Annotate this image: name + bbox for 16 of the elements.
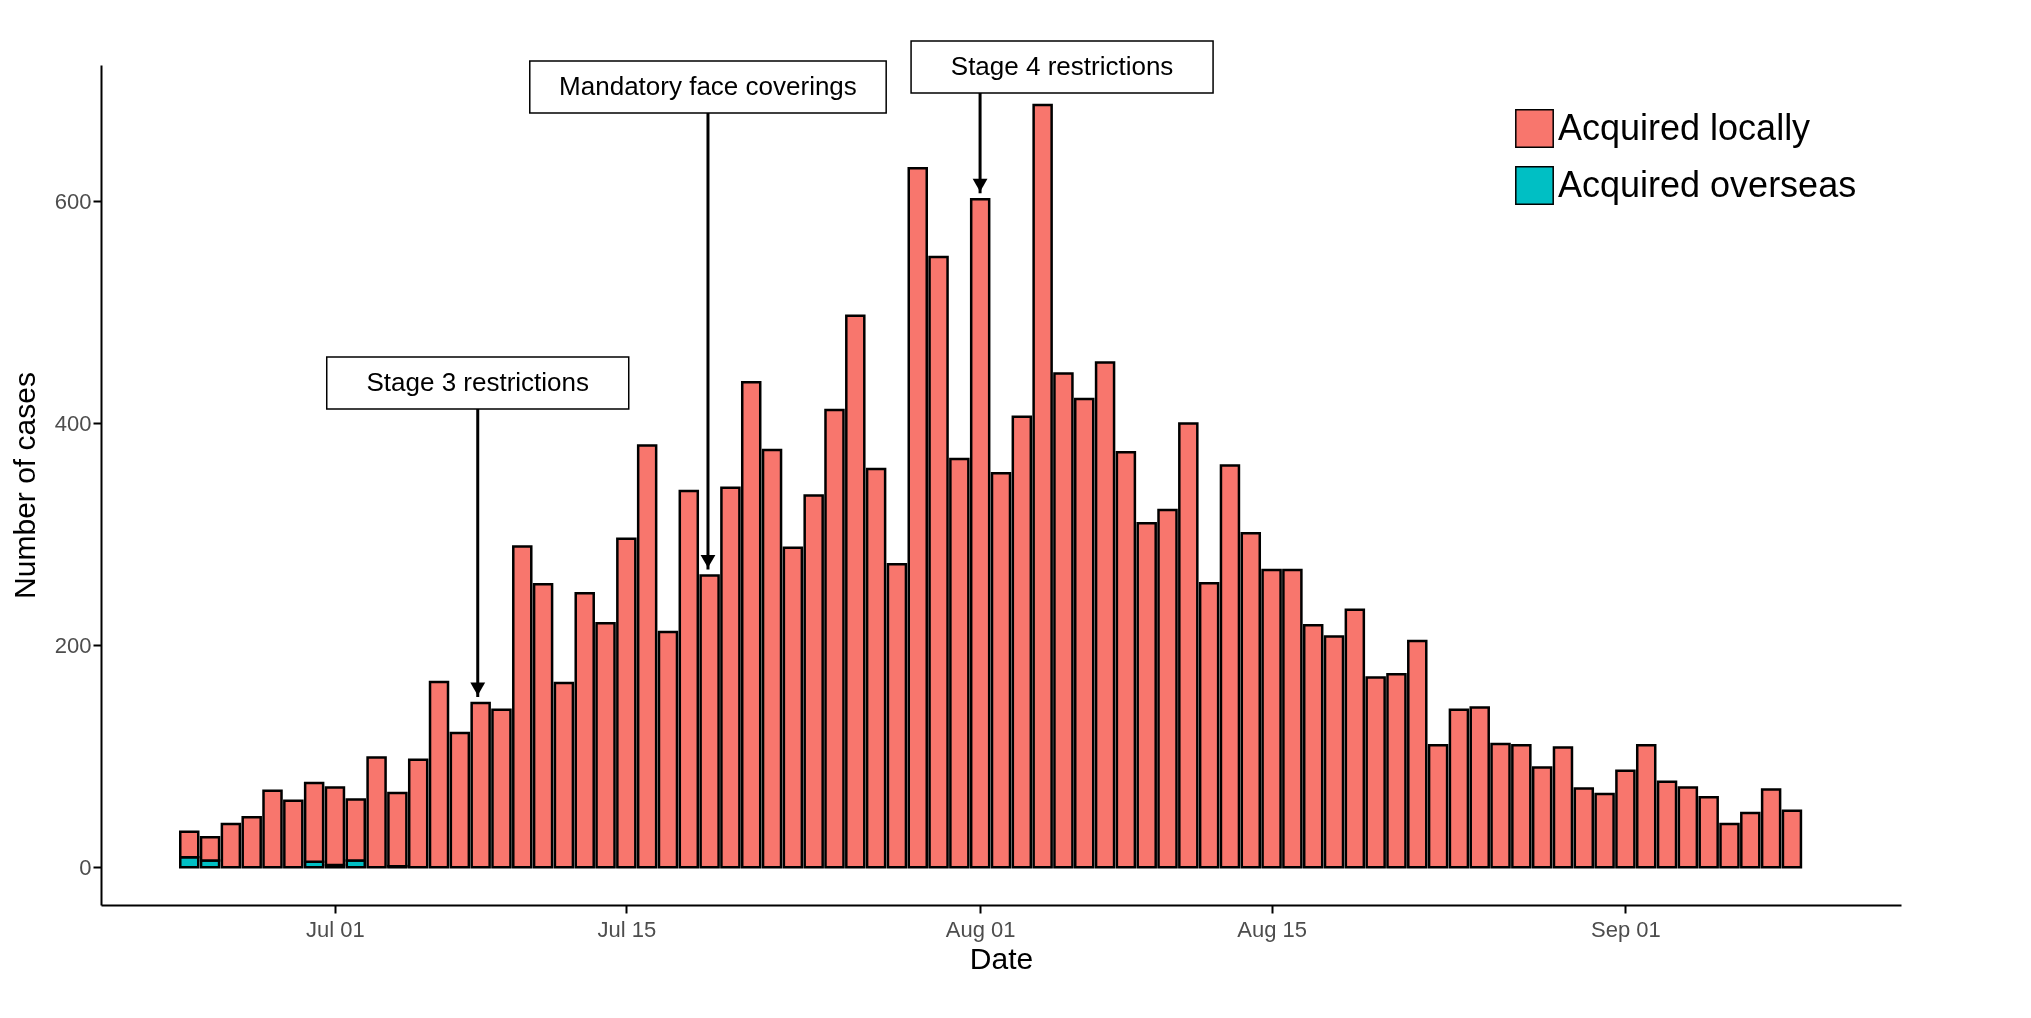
legend-label: Acquired locally: [1558, 106, 1811, 148]
annotation: Stage 3 restrictions: [366, 367, 590, 397]
annotation: Mandatory face coverings: [559, 71, 857, 101]
x-tick-label: Aug 01: [945, 916, 1016, 942]
annotation: Stage 4 restrictions: [950, 51, 1174, 81]
y-tick-label: 0: [79, 854, 92, 880]
y-tick-label: 200: [54, 632, 92, 658]
legend-label: Acquired overseas: [1558, 163, 1857, 205]
x-axis-title: Date: [969, 941, 1034, 975]
y-tick-label: 400: [54, 410, 92, 436]
x-tick-label: Sep 01: [1591, 916, 1661, 942]
y-tick-label: 600: [54, 188, 92, 214]
x-tick-label: Jul 15: [597, 916, 657, 942]
x-tick-label: Jul 01: [306, 916, 365, 942]
y-axis-title: Number of cases: [7, 372, 41, 599]
x-tick-label: Aug 15: [1237, 916, 1307, 942]
